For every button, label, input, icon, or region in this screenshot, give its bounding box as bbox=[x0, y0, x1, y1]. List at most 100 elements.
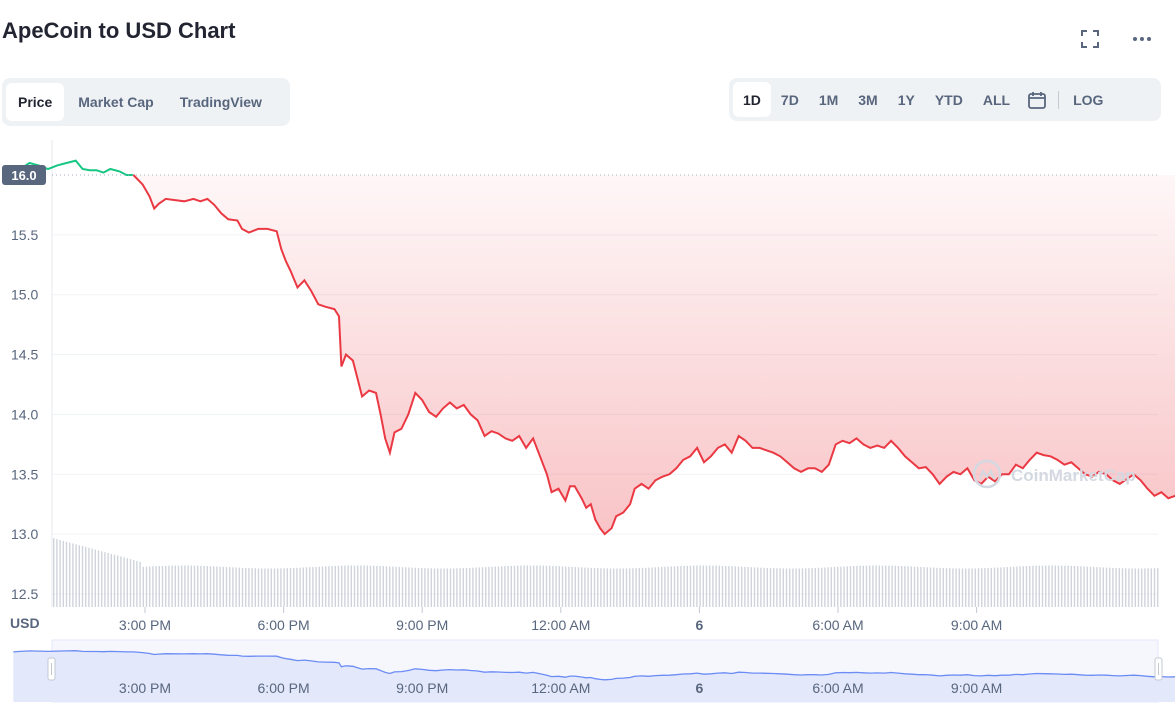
page-title: ApeCoin to USD Chart bbox=[2, 18, 236, 43]
volume-bar bbox=[606, 568, 608, 607]
volume-bar bbox=[529, 565, 532, 607]
volume-bar bbox=[677, 566, 679, 607]
volume-bar bbox=[952, 568, 954, 607]
volume-bar bbox=[139, 561, 141, 607]
range-all[interactable]: ALL bbox=[982, 91, 1011, 108]
volume-bar bbox=[1051, 565, 1053, 607]
volume-bar bbox=[1080, 566, 1082, 607]
volume-bar bbox=[533, 565, 535, 607]
volume-bar bbox=[1003, 567, 1005, 607]
volume-bar bbox=[193, 565, 196, 607]
volume-bar bbox=[571, 566, 573, 607]
range-1y[interactable]: 1Y bbox=[897, 91, 915, 108]
volume-bar bbox=[833, 566, 836, 607]
volume-bar bbox=[1118, 568, 1120, 607]
volume-bar bbox=[958, 568, 960, 607]
volume-bar bbox=[369, 565, 372, 607]
tab-tradingview[interactable]: TradingView bbox=[179, 94, 262, 110]
volume-bar bbox=[225, 567, 228, 607]
volume-bar bbox=[177, 565, 180, 607]
volume-bar bbox=[1157, 568, 1159, 607]
calendar-icon[interactable] bbox=[1020, 82, 1054, 117]
volume-bar bbox=[171, 565, 173, 607]
volume-bar bbox=[341, 565, 343, 607]
volume-bar bbox=[747, 567, 749, 607]
volume-bar bbox=[1029, 565, 1031, 607]
range-navigator[interactable]: 3:00 PM 6:00 PM 9:00 PM 12:00 AM 6 6:00 AM 9:0… bbox=[13, 639, 1175, 703]
volume-bar bbox=[357, 565, 359, 607]
volume-bar bbox=[229, 567, 231, 607]
volume-bar bbox=[69, 542, 71, 607]
volume-bar bbox=[56, 539, 58, 607]
volume-bar bbox=[741, 566, 743, 607]
more-dots-icon[interactable] bbox=[1129, 26, 1155, 52]
volume-bar bbox=[273, 568, 276, 607]
x-tick-label: 6:00 PM bbox=[258, 617, 310, 633]
volume-bar bbox=[305, 567, 308, 607]
range-3m[interactable]: 3M bbox=[858, 91, 878, 108]
volume-bar bbox=[993, 567, 996, 607]
volume-bar bbox=[155, 566, 157, 607]
range-1d[interactable]: 1D bbox=[733, 82, 771, 117]
volume-bar bbox=[721, 565, 724, 607]
volume-bar bbox=[888, 565, 890, 607]
volume-bar bbox=[705, 565, 708, 607]
volume-bar bbox=[174, 565, 176, 607]
volume-bar bbox=[910, 566, 912, 607]
volume-bar bbox=[926, 567, 928, 607]
volume-bar bbox=[853, 566, 855, 607]
volume-bar bbox=[1125, 568, 1127, 607]
navigator-tick-label: 9:00 PM bbox=[396, 680, 448, 696]
volume-bar bbox=[379, 566, 381, 607]
x-tick-label: 3:00 PM bbox=[119, 617, 171, 633]
volume-bar bbox=[869, 565, 871, 607]
fullscreen-icon[interactable] bbox=[1077, 26, 1103, 52]
volume-bar bbox=[577, 567, 580, 607]
volume-bar bbox=[395, 566, 397, 607]
volume-bar bbox=[542, 565, 544, 607]
volume-bar bbox=[558, 566, 560, 607]
volume-bar bbox=[1064, 565, 1066, 607]
volume-bar bbox=[613, 568, 615, 607]
volume-bar bbox=[478, 567, 480, 607]
volume-bar bbox=[750, 567, 752, 607]
reference-badge bbox=[2, 165, 46, 185]
volume-bar bbox=[565, 566, 567, 607]
volume-bar bbox=[977, 568, 980, 607]
volume-bar bbox=[587, 567, 589, 607]
volume-bar bbox=[136, 560, 138, 607]
volume-bar bbox=[161, 565, 164, 607]
range-1m[interactable]: 1M bbox=[818, 91, 839, 108]
volume-bar bbox=[475, 567, 477, 607]
volume-bar bbox=[331, 566, 333, 607]
volume-bar bbox=[337, 565, 340, 607]
volume-bar bbox=[472, 567, 474, 607]
volume-bar bbox=[568, 566, 570, 607]
volume-bar bbox=[1115, 568, 1117, 607]
volume-bar bbox=[875, 565, 877, 607]
volume-bar bbox=[408, 567, 410, 607]
volume-bar bbox=[827, 567, 829, 607]
volume-bar bbox=[1067, 565, 1069, 607]
log-scale-toggle[interactable]: LOG bbox=[1073, 91, 1104, 108]
volume-bar bbox=[149, 566, 151, 607]
volume-bar bbox=[981, 568, 983, 607]
tab-price[interactable]: Price bbox=[6, 83, 65, 121]
volume-bar bbox=[1141, 568, 1143, 607]
volume-bar bbox=[1054, 565, 1056, 607]
volume-bar bbox=[693, 565, 695, 607]
volume-bar bbox=[497, 566, 500, 607]
range-ytd[interactable]: YTD bbox=[934, 91, 963, 108]
time-range-selector: 1D 7D 1M 3M 1Y YTD ALL LOG bbox=[729, 78, 1161, 121]
tab-market-cap[interactable]: Market Cap bbox=[78, 94, 154, 110]
volume-bar bbox=[699, 565, 701, 607]
range-7d[interactable]: 7D bbox=[780, 91, 799, 108]
volume-bar bbox=[865, 565, 868, 607]
volume-bar bbox=[376, 565, 378, 607]
volume-bar bbox=[433, 568, 436, 607]
volume-bar bbox=[840, 566, 842, 607]
volume-bar bbox=[945, 568, 948, 607]
volume-bar bbox=[600, 568, 602, 607]
volume-bar bbox=[1013, 566, 1015, 607]
